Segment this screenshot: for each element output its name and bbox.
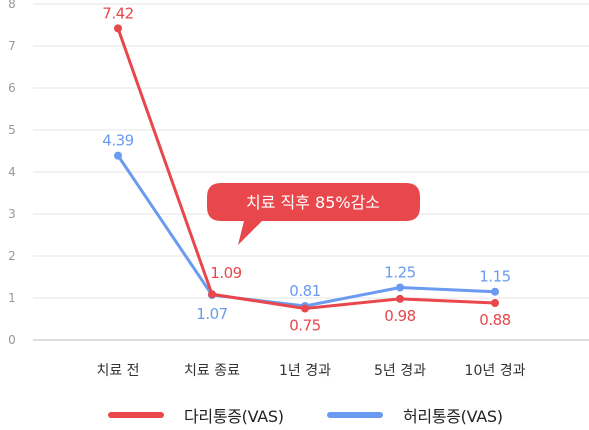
y-tick-label-8: 8 (8, 0, 16, 11)
x-axis-tick-labels: 치료 전 치료 종료 1년 경과 5년 경과 10년 경과 (96, 363, 525, 379)
x-tick-label-2: 1년 경과 (279, 363, 331, 379)
y-tick-label-5: 5 (8, 123, 16, 137)
data-point-back-pain-0 (114, 151, 122, 160)
data-point-leg-pain-3 (396, 294, 404, 303)
x-tick-label-0: 치료 전 (96, 363, 139, 379)
y-tick-label-4: 4 (8, 165, 16, 179)
series-line-leg-pain (116, 26, 497, 310)
data-point-back-pain-4 (491, 287, 499, 296)
data-label-back-pain-1: 1.07 (196, 305, 227, 323)
data-label-leg-pain-4: 0.88 (479, 311, 510, 329)
data-label-back-pain-2: 0.81 (289, 282, 320, 300)
legend: 다리통증(VAS) 허리통증(VAS) (0, 400, 589, 430)
legend-label-leg-pain: 다리통증(VAS) (184, 407, 284, 426)
x-tick-label-1: 치료 종료 (184, 363, 240, 379)
y-tick-label-3: 3 (8, 207, 16, 221)
callout-bubble (207, 183, 420, 245)
data-label-back-pain-3: 1.25 (384, 264, 415, 282)
callout-text: 치료 직후 85%감소 (246, 193, 380, 212)
y-tick-label-2: 2 (8, 249, 16, 263)
data-point-leg-pain-0 (114, 24, 122, 33)
y-axis-tick-labels: 0 1 2 3 4 5 6 7 8 (8, 0, 16, 347)
y-tick-label-0: 0 (8, 333, 16, 347)
y-tick-label-1: 1 (8, 291, 16, 305)
data-label-back-pain-0: 4.39 (102, 132, 133, 150)
y-tick-label-6: 6 (8, 81, 16, 95)
data-point-leg-pain-1 (208, 290, 216, 299)
data-point-leg-pain-2 (301, 304, 309, 313)
data-labels: 7.42 1.09 0.75 0.98 0.88 4.39 1.07 0.81 1.25 1.15 (102, 4, 511, 335)
data-label-back-pain-4: 1.15 (479, 268, 510, 286)
legend-swatch-leg-pain (108, 412, 164, 418)
data-label-leg-pain-1: 1.09 (210, 264, 241, 282)
data-point-leg-pain-4 (491, 299, 499, 308)
series-lines (114, 24, 499, 313)
callout-annotation: 치료 직후 85%감소 (207, 183, 420, 245)
data-point-back-pain-3 (396, 283, 404, 292)
x-tick-label-3: 5년 경과 (374, 363, 426, 379)
data-label-leg-pain-2: 0.75 (289, 317, 320, 335)
grid-lines (33, 3, 589, 341)
data-label-leg-pain-3: 0.98 (384, 307, 415, 325)
data-label-leg-pain-0: 7.42 (102, 4, 133, 22)
x-tick-label-4: 10년 경과 (465, 363, 526, 379)
legend-item-back-pain: 허리통증(VAS) (327, 400, 503, 430)
y-tick-label-7: 7 (8, 39, 16, 53)
legend-swatch-back-pain (327, 412, 383, 418)
legend-label-back-pain: 허리통증(VAS) (403, 407, 503, 426)
legend-item-leg-pain: 다리통증(VAS) (108, 400, 284, 430)
line-chart: 0 1 2 3 4 5 6 7 8 치료 전 치료 종료 1년 경과 5년 경과 10년 경과 치료 직… (8, 0, 589, 379)
